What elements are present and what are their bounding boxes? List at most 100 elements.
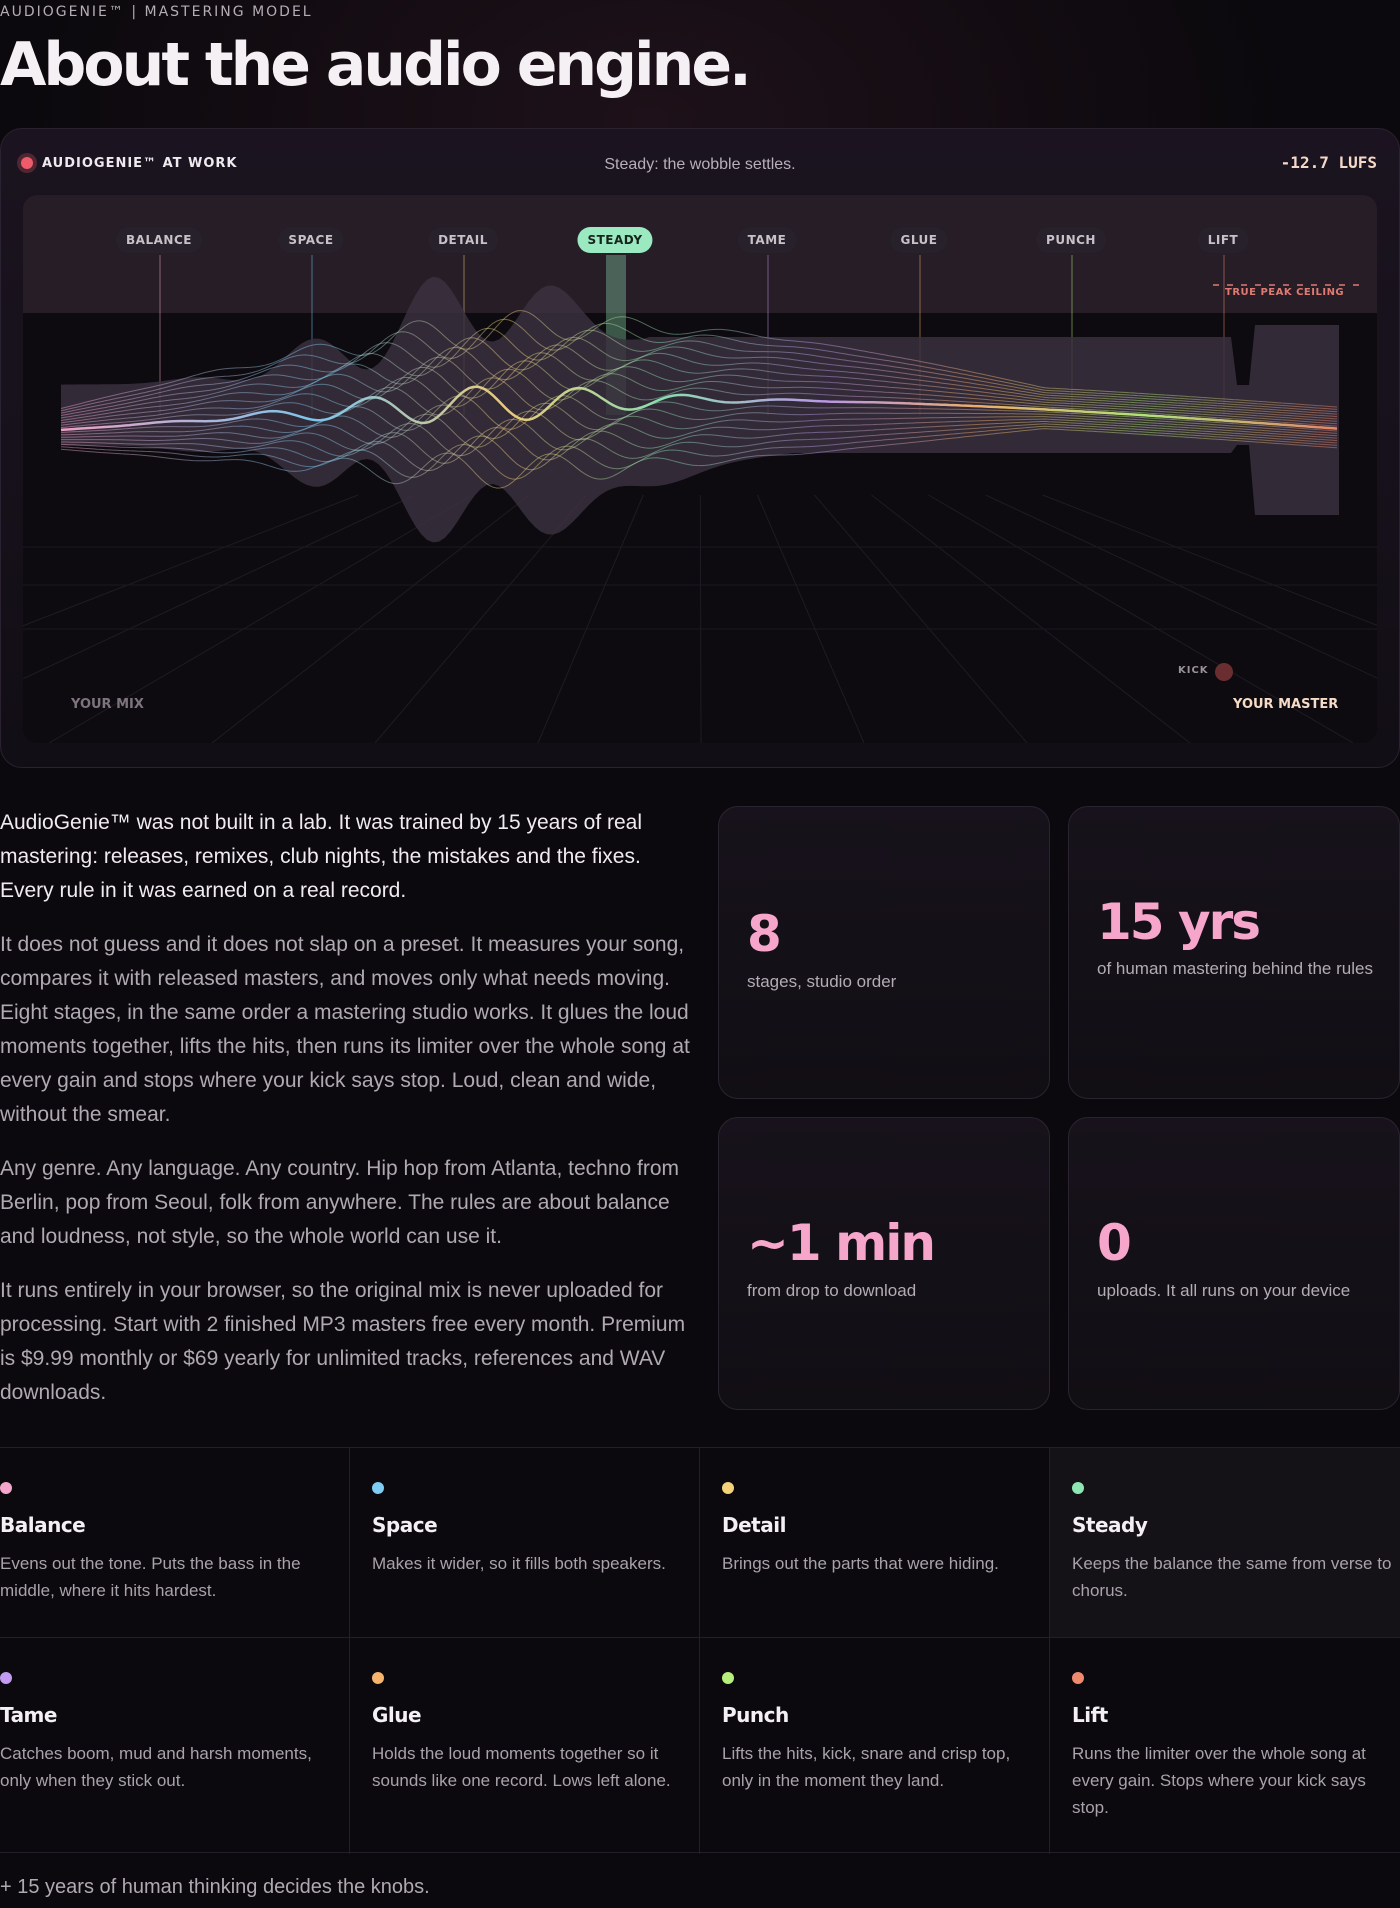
grid-line: [48, 494, 473, 743]
stage-guide-line: [311, 255, 313, 415]
grid-line: [23, 494, 359, 627]
stage-guide-line: [1223, 255, 1225, 415]
wave-strand: [60, 377, 1338, 428]
waveform-graphic: [23, 195, 1377, 743]
wave-strand: [60, 410, 1338, 448]
grid-line: [699, 494, 702, 743]
stage-card-space: Space Makes it wider, so it fills both s…: [350, 1448, 700, 1637]
stage-pill-space[interactable]: SPACE: [278, 227, 344, 253]
stat-label: of human mastering behind the rules: [1097, 959, 1373, 978]
stage-description: Catches boom, mud and harsh moments, onl…: [0, 1744, 312, 1790]
stage-guide-line: [159, 255, 161, 415]
intro-paragraph-3: Any genre. Any language. Any country. Hi…: [0, 1157, 680, 1248]
intro-paragraph-2: It does not guess and it does not slap o…: [0, 933, 690, 1126]
stage-title: Lift: [1072, 1703, 1108, 1727]
grid-line: [537, 494, 644, 743]
stage-card-glue: Glue Holds the loud moments together so …: [350, 1637, 700, 1854]
wave-strand: [60, 395, 1338, 433]
engine-visualizer: AUDIOGENIE™ AT WORK Steady: the wobble s…: [0, 128, 1400, 768]
grid-line: [1042, 494, 1377, 626]
stage-description: Lifts the hits, kick, snare and crisp to…: [722, 1744, 1011, 1790]
grid-line: [374, 494, 587, 743]
stage-title: Balance: [0, 1513, 86, 1537]
stage-title: Space: [372, 1513, 438, 1537]
kick-indicator-icon: [1215, 663, 1233, 681]
stage-description: Keeps the balance the same from verse to…: [1072, 1554, 1392, 1600]
stage-card-lift: Lift Runs the limiter over the whole son…: [1050, 1637, 1400, 1854]
stat-value: 15 yrs: [1097, 893, 1261, 951]
grid-line: [23, 494, 416, 680]
stat-label: uploads. It all runs on your device: [1097, 1281, 1351, 1300]
stage-title: Tame: [0, 1703, 57, 1727]
stage-card-steady: Steady Keeps the balance the same from v…: [1050, 1448, 1400, 1637]
stage-pill-punch[interactable]: PUNCH: [1036, 227, 1106, 253]
stage-card-detail: Detail Brings out the parts that were hi…: [700, 1448, 1050, 1637]
stat-card-stages: 8 stages, studio order: [718, 806, 1050, 1099]
wave-strand: [60, 309, 1338, 409]
tame-dot-icon: [0, 1672, 12, 1684]
wave-strand: [60, 402, 1338, 440]
stat-value: 0: [1097, 1214, 1132, 1272]
grid-line: [871, 494, 1191, 743]
live-indicator-icon: [21, 157, 33, 169]
stage-guide-line: [1071, 255, 1073, 415]
stat-card-uploads: 0 uploads. It all runs on your device: [1068, 1117, 1400, 1410]
stage-description: Makes it wider, so it fills both speaker…: [372, 1554, 666, 1573]
stat-card-time: ~1 min from drop to download: [718, 1117, 1050, 1410]
stage-guide-line: [919, 255, 921, 415]
stage-card-balance: Balance Evens out the tone. Puts the bas…: [0, 1448, 350, 1637]
wave-strand: [60, 352, 1338, 421]
wave-strand: [60, 336, 1338, 416]
page-eyebrow: AUDIOGENIE™ | MASTERING MODEL: [0, 4, 313, 20]
stage-description: Brings out the parts that were hiding.: [722, 1554, 999, 1573]
wave-strand: [60, 423, 1338, 472]
grid-line: [814, 494, 1028, 743]
grid-line: [756, 494, 865, 743]
stage-title: Glue: [372, 1703, 422, 1727]
wave-strand: [60, 327, 1338, 414]
footer-note: + 15 years of human thinking decides the…: [0, 1876, 430, 1898]
stat-label: stages, studio order: [747, 972, 897, 991]
stage-description: Evens out the tone. Puts the bass in the…: [0, 1554, 301, 1600]
stat-card-years: 15 yrs of human mastering behind the rul…: [1068, 806, 1400, 1099]
stage-pill-steady[interactable]: STEADY: [577, 227, 653, 253]
stage-guide-line: [767, 255, 769, 415]
balance-dot-icon: [0, 1482, 12, 1494]
visualizer-caption: Steady: the wobble settles.: [604, 156, 796, 173]
page-title: About the audio engine.: [0, 30, 752, 100]
stage-card-punch: Punch Lifts the hits, kick, snare and cr…: [700, 1637, 1050, 1854]
your-master-label: YOUR MASTER: [1233, 697, 1339, 712]
stat-value: ~1 min: [747, 1214, 936, 1272]
wave-strand: [60, 425, 1338, 480]
stage-card-tame: Tame Catches boom, mud and harsh moments…: [0, 1637, 350, 1854]
intro-paragraph-1: AudioGenie™ was not built in a lab. It w…: [0, 811, 643, 902]
true-peak-ceiling-label: TRUE PEAK CEILING: [1225, 287, 1345, 298]
intro-copy: AudioGenie™ was not built in a lab. It w…: [0, 806, 690, 1430]
stage-title: Punch: [722, 1703, 789, 1727]
stage-grid: Balance Evens out the tone. Puts the bas…: [0, 1447, 1400, 1854]
detail-dot-icon: [722, 1482, 734, 1494]
wave-strand: [60, 318, 1338, 412]
stat-label: from drop to download: [747, 1281, 917, 1300]
space-dot-icon: [372, 1482, 384, 1494]
visualizer-label: AUDIOGENIE™ AT WORK: [42, 156, 238, 171]
wave-strand: [60, 360, 1338, 424]
grid-line: [211, 494, 530, 743]
wave-strand: [60, 368, 1338, 426]
stage-pill-balance[interactable]: BALANCE: [116, 227, 202, 253]
stage-pill-lift[interactable]: LIFT: [1197, 227, 1249, 253]
stage-pill-tame[interactable]: TAME: [737, 227, 797, 253]
stage-description: Holds the loud moments together so it so…: [372, 1744, 671, 1790]
grid-line: [928, 494, 1354, 743]
stat-value: 8: [747, 905, 782, 963]
stage-description: Runs the limiter over the whole song at …: [1072, 1744, 1366, 1817]
stage-pill-detail[interactable]: DETAIL: [428, 227, 498, 253]
upper-band: [23, 195, 1377, 313]
stage-title: Detail: [722, 1513, 786, 1537]
wave-strand: [60, 428, 1338, 489]
your-mix-label: YOUR MIX: [71, 697, 144, 712]
steady-dot-icon: [1072, 1482, 1084, 1494]
punch-dot-icon: [722, 1672, 734, 1684]
stage-pill-glue[interactable]: GLUE: [890, 227, 948, 253]
grid-line: [985, 494, 1377, 679]
